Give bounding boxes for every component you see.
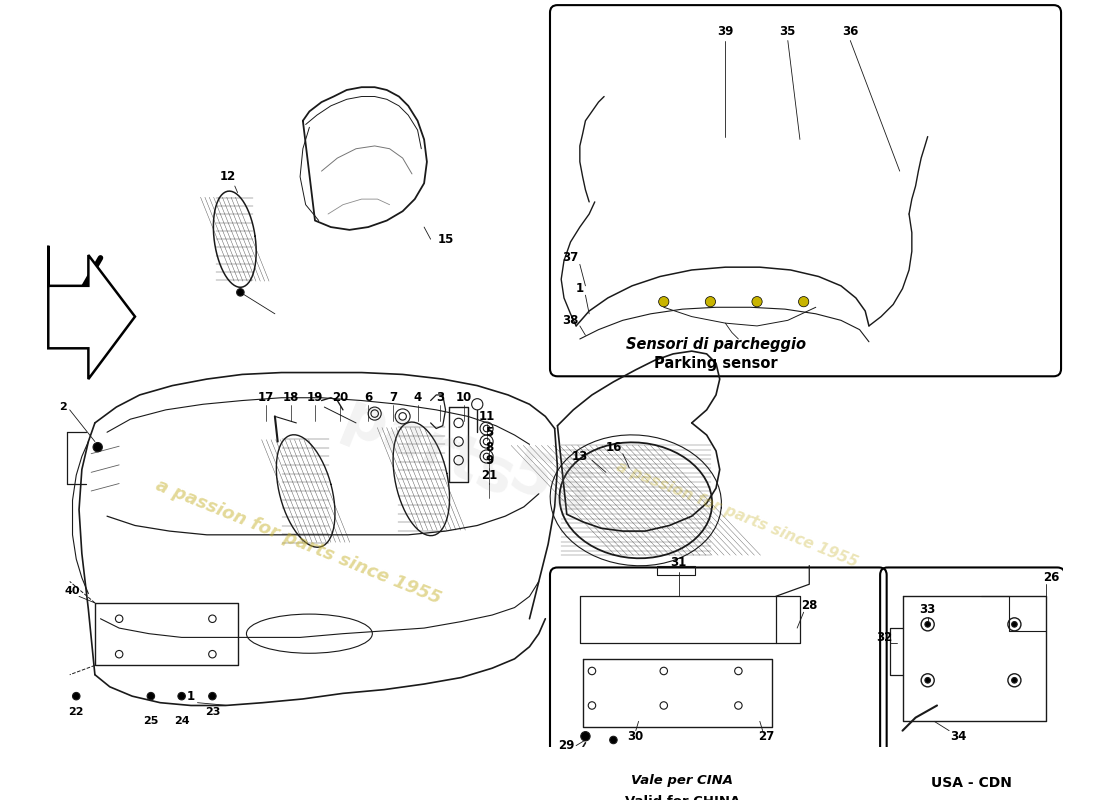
- Text: a passion for parts since 1955: a passion for parts since 1955: [153, 477, 443, 608]
- Text: 8: 8: [485, 441, 494, 454]
- Text: 18: 18: [283, 391, 299, 404]
- Circle shape: [799, 297, 808, 307]
- Text: 33: 33: [920, 603, 936, 616]
- Text: 23: 23: [205, 707, 220, 717]
- Text: 6: 6: [364, 391, 372, 404]
- Text: 20: 20: [332, 391, 349, 404]
- Circle shape: [1012, 678, 1018, 683]
- Text: 5: 5: [485, 426, 494, 438]
- Circle shape: [236, 289, 244, 296]
- Text: 38: 38: [562, 314, 579, 327]
- Circle shape: [209, 693, 216, 700]
- Text: 16: 16: [605, 441, 621, 454]
- Circle shape: [94, 442, 102, 452]
- Circle shape: [705, 297, 715, 307]
- Text: 35: 35: [780, 25, 796, 38]
- Text: 22: 22: [68, 707, 84, 717]
- Text: Sensori di parcheggio: Sensori di parcheggio: [626, 337, 806, 352]
- Text: 55: 55: [499, 443, 601, 530]
- Polygon shape: [48, 246, 135, 379]
- Text: 11: 11: [478, 410, 495, 423]
- Circle shape: [659, 297, 669, 307]
- Text: 24: 24: [174, 716, 189, 726]
- Text: a passion for parts since 1955: a passion for parts since 1955: [614, 458, 859, 570]
- Circle shape: [752, 297, 762, 307]
- Circle shape: [147, 693, 155, 700]
- Text: 9: 9: [485, 454, 494, 466]
- Text: Parking sensor: Parking sensor: [654, 356, 778, 370]
- Text: 26: 26: [1044, 571, 1060, 584]
- Text: 19: 19: [307, 391, 323, 404]
- Text: 31: 31: [671, 556, 686, 570]
- Text: 21: 21: [482, 469, 497, 482]
- Text: 25: 25: [143, 716, 158, 726]
- Text: 1: 1: [187, 690, 195, 702]
- Text: 1: 1: [575, 282, 584, 295]
- Text: USA - CDN: USA - CDN: [931, 776, 1012, 790]
- Circle shape: [73, 693, 80, 700]
- Text: Valid for CHINA: Valid for CHINA: [625, 795, 740, 800]
- Text: parts: parts: [334, 388, 524, 510]
- Text: 34: 34: [950, 730, 967, 742]
- Text: 3: 3: [436, 391, 444, 404]
- Text: 32: 32: [876, 631, 892, 644]
- Circle shape: [925, 622, 931, 627]
- Circle shape: [609, 736, 617, 744]
- Text: 13: 13: [572, 450, 588, 463]
- Text: 37: 37: [562, 251, 579, 264]
- Circle shape: [178, 693, 186, 700]
- Text: 15: 15: [438, 233, 453, 246]
- Text: 7: 7: [389, 391, 397, 404]
- Text: 30: 30: [628, 730, 643, 742]
- Circle shape: [581, 731, 590, 741]
- Text: 4: 4: [414, 391, 421, 404]
- Circle shape: [925, 678, 931, 683]
- Text: Vale per CINA: Vale per CINA: [631, 774, 734, 786]
- Text: 39: 39: [717, 25, 734, 38]
- Text: 10: 10: [456, 391, 472, 404]
- Text: 27: 27: [758, 730, 774, 742]
- Text: 2: 2: [59, 402, 67, 412]
- Text: 40: 40: [65, 586, 80, 596]
- Text: 29: 29: [559, 739, 575, 752]
- Text: 36: 36: [843, 25, 858, 38]
- Circle shape: [1012, 622, 1018, 627]
- Text: 28: 28: [801, 599, 817, 612]
- Text: 12: 12: [220, 170, 236, 183]
- Text: 17: 17: [257, 391, 274, 404]
